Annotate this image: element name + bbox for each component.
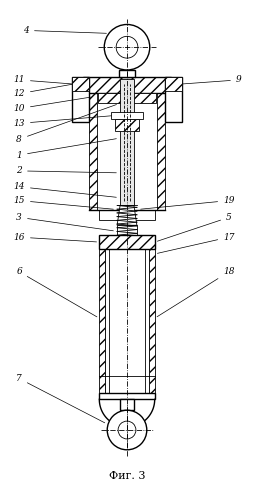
Text: 9: 9 bbox=[173, 76, 241, 84]
Text: 19: 19 bbox=[140, 196, 234, 209]
Text: 7: 7 bbox=[16, 374, 104, 423]
Text: 17: 17 bbox=[157, 232, 234, 254]
Bar bbox=[120, 400, 133, 410]
Text: Фиг. 3: Фиг. 3 bbox=[108, 470, 145, 480]
Text: 13: 13 bbox=[13, 116, 112, 128]
Text: 10: 10 bbox=[13, 97, 90, 113]
Text: 6: 6 bbox=[16, 268, 97, 317]
Bar bbox=[120, 79, 133, 206]
Circle shape bbox=[118, 421, 135, 439]
Bar bbox=[119, 70, 134, 77]
Text: 18: 18 bbox=[156, 268, 234, 317]
Bar bbox=[148, 249, 154, 394]
Text: 12: 12 bbox=[13, 84, 72, 98]
Bar bbox=[98, 92, 155, 102]
Circle shape bbox=[116, 36, 137, 58]
Text: 2: 2 bbox=[16, 166, 116, 175]
Bar bbox=[71, 77, 89, 122]
Text: 16: 16 bbox=[13, 232, 96, 242]
Bar bbox=[117, 226, 136, 240]
Text: 11: 11 bbox=[13, 76, 81, 84]
Text: 14: 14 bbox=[13, 182, 116, 198]
Circle shape bbox=[104, 24, 149, 70]
Bar bbox=[156, 92, 164, 210]
Text: 1: 1 bbox=[16, 138, 116, 160]
Text: 4: 4 bbox=[23, 26, 106, 35]
Bar bbox=[164, 77, 182, 91]
Text: 15: 15 bbox=[13, 196, 113, 209]
Bar bbox=[83, 77, 170, 92]
Bar bbox=[105, 249, 109, 394]
Bar bbox=[115, 120, 138, 132]
Bar bbox=[99, 249, 105, 394]
Bar bbox=[99, 210, 154, 220]
Text: 8: 8 bbox=[16, 104, 116, 144]
Circle shape bbox=[107, 410, 146, 450]
Bar bbox=[144, 249, 148, 394]
Polygon shape bbox=[117, 206, 136, 226]
Text: 5: 5 bbox=[157, 213, 231, 241]
Text: 3: 3 bbox=[16, 213, 113, 231]
Bar bbox=[99, 235, 154, 249]
Bar bbox=[99, 394, 154, 400]
Bar bbox=[71, 77, 89, 91]
Bar bbox=[111, 112, 142, 120]
Bar bbox=[164, 77, 182, 122]
Bar bbox=[89, 92, 97, 210]
